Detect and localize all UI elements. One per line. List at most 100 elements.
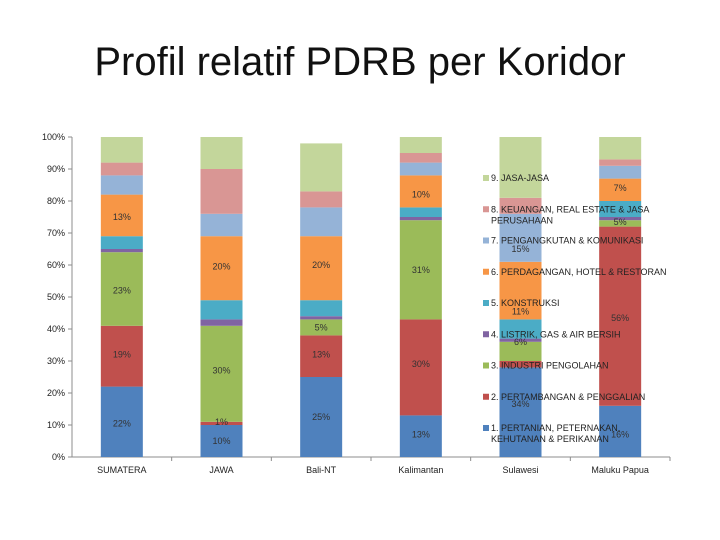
bar-segment xyxy=(200,425,243,457)
bar-segment xyxy=(300,319,343,336)
bar-segment xyxy=(200,300,243,320)
bar-segment xyxy=(399,415,442,457)
bar-segment xyxy=(499,213,542,262)
y-tick-label: 10% xyxy=(47,420,65,430)
y-tick-label: 100% xyxy=(42,132,65,142)
data-label: 11% xyxy=(512,306,529,316)
legend-swatch xyxy=(483,425,489,431)
data-label: 7% xyxy=(614,183,627,193)
bar-segment xyxy=(599,159,642,166)
legend-swatch xyxy=(483,237,489,244)
bar-segment xyxy=(599,217,642,221)
bar-segment xyxy=(200,137,243,169)
bar-segment xyxy=(100,252,143,326)
x-tick-label: JAWA xyxy=(209,465,233,475)
bar-segment xyxy=(399,217,442,221)
bar-segment xyxy=(100,137,143,163)
data-label: 20% xyxy=(312,260,330,270)
legend-entry: 1. PERTANIAN, PETERNAKAN, KEHUTANAN & PER… xyxy=(491,423,620,444)
data-label: 22% xyxy=(113,418,131,428)
bar-segment xyxy=(300,191,343,208)
bar-segment xyxy=(300,207,343,237)
bar-segment xyxy=(200,236,243,301)
data-label: 34% xyxy=(511,399,529,409)
legend-entry: 9. JASA-JASA xyxy=(491,173,549,183)
bar-segment xyxy=(100,194,143,237)
legend-swatch xyxy=(483,300,489,306)
data-label: 10% xyxy=(412,190,430,200)
data-label: 31% xyxy=(412,265,430,275)
data-label: 13% xyxy=(312,350,330,360)
bar-segment xyxy=(399,319,442,416)
data-label: 5% xyxy=(614,217,627,227)
legend-entry: 5. KONSTRUKSI xyxy=(491,298,560,308)
bar-segment xyxy=(100,249,143,253)
legend-entry: 3. INDUSTRI PENGOLAHAN xyxy=(491,361,609,371)
bar-segment xyxy=(599,178,642,201)
data-label: 23% xyxy=(113,286,131,296)
bar-segment xyxy=(499,319,542,339)
legend-swatch xyxy=(483,393,489,400)
data-label: 15% xyxy=(511,244,529,254)
y-tick-label: 0% xyxy=(52,452,65,462)
y-tick-label: 80% xyxy=(47,196,65,206)
bar-segment xyxy=(599,226,642,406)
legend-entry: 2. PERTAMBANGAN & PENGGALIAN xyxy=(491,392,645,402)
legend-entry: 6. PERDAGANGAN, HOTEL & RESTORAN xyxy=(491,267,667,277)
bar-segment xyxy=(599,201,642,217)
data-label: 10% xyxy=(212,436,230,446)
data-label: 1% xyxy=(215,417,228,427)
legend-entry: 4. LISTRIK, GAS & AIR BERSIH xyxy=(491,329,621,339)
bar-segment xyxy=(100,386,143,457)
legend-swatch xyxy=(483,268,489,275)
bar-segment xyxy=(499,137,542,198)
y-tick-label: 20% xyxy=(47,388,65,398)
bar-segment xyxy=(599,220,642,227)
data-label: 56% xyxy=(611,313,629,323)
bar-segment xyxy=(399,162,442,176)
bar-segment xyxy=(100,175,143,195)
bar-segment xyxy=(399,137,442,153)
legend-entry: 8. KEUANGAN, REAL ESTATE & JASA PERUSAHAA… xyxy=(491,204,649,225)
bar-segment xyxy=(499,338,542,342)
legend-entry: 7. PENGANGKUTAN & KOMUNIKASI xyxy=(491,236,643,246)
legend-swatch xyxy=(483,206,489,213)
legend-swatch xyxy=(483,175,489,181)
x-tick-label: Maluku Papua xyxy=(591,465,649,475)
bar-segment xyxy=(599,165,642,179)
y-tick-label: 90% xyxy=(47,164,65,174)
bar-segment xyxy=(499,367,542,457)
bar-segment xyxy=(300,377,343,457)
bar-segment xyxy=(599,137,642,160)
bar-segment xyxy=(100,325,143,387)
axes: 0% 10% 20% 30% 40% 50% 60% 70% 80% 90% 100% SUMATER… xyxy=(42,132,671,475)
y-tick-label: 60% xyxy=(47,260,65,270)
bar-segment xyxy=(200,169,243,214)
legend-swatch xyxy=(483,362,489,369)
y-tick-label: 30% xyxy=(47,356,65,366)
bar-segment xyxy=(300,335,343,377)
chart-title: Profil relatif PDRB per Koridor xyxy=(94,40,626,84)
data-label: 30% xyxy=(412,359,430,369)
data-label: 20% xyxy=(212,262,230,272)
bar-segment xyxy=(100,162,143,176)
bar-segment xyxy=(200,213,243,237)
data-label: 13% xyxy=(113,212,131,222)
x-tick-label: SUMATERA xyxy=(97,465,146,475)
bar-segment xyxy=(200,325,243,422)
y-tick-label: 40% xyxy=(47,324,65,334)
x-tick-label: Kalimantan xyxy=(398,465,443,475)
bar-segment xyxy=(300,236,343,301)
bar-segment xyxy=(200,319,243,326)
x-tick-label: Bali-NT xyxy=(306,465,337,475)
bar-segment xyxy=(100,236,143,249)
legend-swatch xyxy=(483,331,489,338)
data-label: 5% xyxy=(315,322,328,332)
data-label: 19% xyxy=(113,350,131,360)
data-label: 25% xyxy=(312,412,330,422)
bar-segment xyxy=(399,220,442,320)
bars xyxy=(100,137,642,457)
bar-segment xyxy=(399,153,442,163)
bar-segment xyxy=(499,341,542,361)
